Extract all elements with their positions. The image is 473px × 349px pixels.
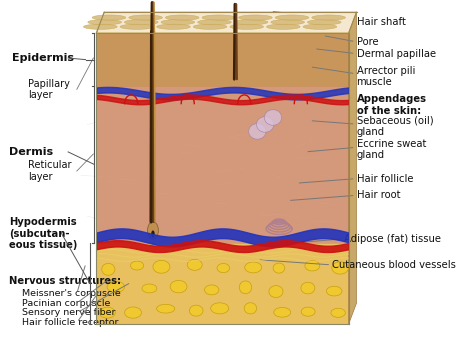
Polygon shape bbox=[96, 33, 349, 86]
Ellipse shape bbox=[157, 24, 190, 29]
Text: Hair shaft: Hair shaft bbox=[357, 16, 405, 27]
Ellipse shape bbox=[312, 15, 345, 20]
Ellipse shape bbox=[129, 15, 162, 20]
Ellipse shape bbox=[273, 263, 285, 273]
Ellipse shape bbox=[245, 262, 262, 273]
Ellipse shape bbox=[331, 308, 345, 317]
Ellipse shape bbox=[166, 15, 199, 20]
Text: Nervous structures:: Nervous structures: bbox=[9, 275, 122, 285]
Ellipse shape bbox=[92, 15, 126, 20]
Text: Pore: Pore bbox=[357, 37, 378, 47]
Ellipse shape bbox=[301, 282, 315, 294]
Ellipse shape bbox=[202, 15, 236, 20]
Text: Eccrine sweat
gland: Eccrine sweat gland bbox=[357, 139, 426, 160]
Ellipse shape bbox=[234, 20, 268, 25]
Ellipse shape bbox=[305, 261, 320, 271]
Ellipse shape bbox=[148, 222, 158, 239]
Polygon shape bbox=[349, 12, 357, 324]
Ellipse shape bbox=[303, 24, 337, 29]
Ellipse shape bbox=[157, 304, 175, 313]
Text: Hair follicle: Hair follicle bbox=[357, 174, 413, 184]
Text: Pacinian corpuscle: Pacinian corpuscle bbox=[22, 299, 111, 307]
Text: Appendages
of the skin:: Appendages of the skin: bbox=[357, 94, 427, 116]
Ellipse shape bbox=[88, 20, 122, 25]
Text: Papillary
layer: Papillary layer bbox=[27, 79, 70, 100]
Ellipse shape bbox=[307, 20, 341, 25]
Ellipse shape bbox=[249, 124, 266, 139]
Ellipse shape bbox=[107, 281, 124, 292]
Polygon shape bbox=[96, 12, 357, 33]
Ellipse shape bbox=[189, 305, 203, 316]
Text: Sebaceous (oil)
gland: Sebaceous (oil) gland bbox=[357, 116, 433, 137]
Ellipse shape bbox=[198, 20, 231, 25]
Ellipse shape bbox=[187, 259, 202, 270]
Ellipse shape bbox=[271, 20, 305, 25]
Text: Meissner's corpuscle: Meissner's corpuscle bbox=[22, 289, 121, 298]
Text: Dermis: Dermis bbox=[9, 147, 53, 157]
Ellipse shape bbox=[266, 24, 300, 29]
Ellipse shape bbox=[193, 24, 227, 29]
Text: Hypodermis
(subcutan-
eous tissue): Hypodermis (subcutan- eous tissue) bbox=[9, 217, 78, 250]
Text: Cutaneous blood vessels: Cutaneous blood vessels bbox=[332, 260, 456, 270]
Ellipse shape bbox=[131, 261, 144, 270]
Text: Hair follicle receptor: Hair follicle receptor bbox=[22, 318, 119, 327]
Ellipse shape bbox=[124, 20, 158, 25]
Text: Hair root: Hair root bbox=[357, 190, 400, 200]
Ellipse shape bbox=[161, 20, 195, 25]
Text: Reticular
layer: Reticular layer bbox=[27, 160, 71, 182]
Ellipse shape bbox=[332, 262, 349, 274]
Text: Adipose (fat) tissue: Adipose (fat) tissue bbox=[344, 234, 441, 244]
Ellipse shape bbox=[99, 307, 115, 318]
Ellipse shape bbox=[102, 263, 115, 275]
Ellipse shape bbox=[244, 303, 257, 314]
Text: Epidermis: Epidermis bbox=[11, 53, 74, 63]
Ellipse shape bbox=[275, 15, 309, 20]
Ellipse shape bbox=[256, 117, 274, 132]
Ellipse shape bbox=[142, 284, 157, 293]
Ellipse shape bbox=[230, 24, 263, 29]
Ellipse shape bbox=[274, 307, 291, 317]
Ellipse shape bbox=[217, 263, 229, 273]
Ellipse shape bbox=[204, 285, 219, 295]
Ellipse shape bbox=[239, 281, 252, 294]
Polygon shape bbox=[96, 86, 349, 243]
Ellipse shape bbox=[238, 15, 272, 20]
Text: Sensory nerve fiber: Sensory nerve fiber bbox=[22, 309, 116, 317]
Ellipse shape bbox=[84, 24, 117, 29]
Ellipse shape bbox=[170, 280, 187, 293]
Ellipse shape bbox=[301, 307, 315, 316]
Ellipse shape bbox=[269, 285, 283, 297]
Ellipse shape bbox=[120, 24, 154, 29]
Text: Dermal papillae: Dermal papillae bbox=[357, 49, 436, 59]
Polygon shape bbox=[96, 243, 349, 324]
Ellipse shape bbox=[210, 303, 229, 314]
Ellipse shape bbox=[151, 230, 155, 237]
Ellipse shape bbox=[124, 307, 141, 318]
Ellipse shape bbox=[153, 260, 170, 273]
Ellipse shape bbox=[264, 110, 282, 125]
Ellipse shape bbox=[326, 286, 342, 296]
Text: Arrector pili
muscle: Arrector pili muscle bbox=[357, 66, 415, 87]
